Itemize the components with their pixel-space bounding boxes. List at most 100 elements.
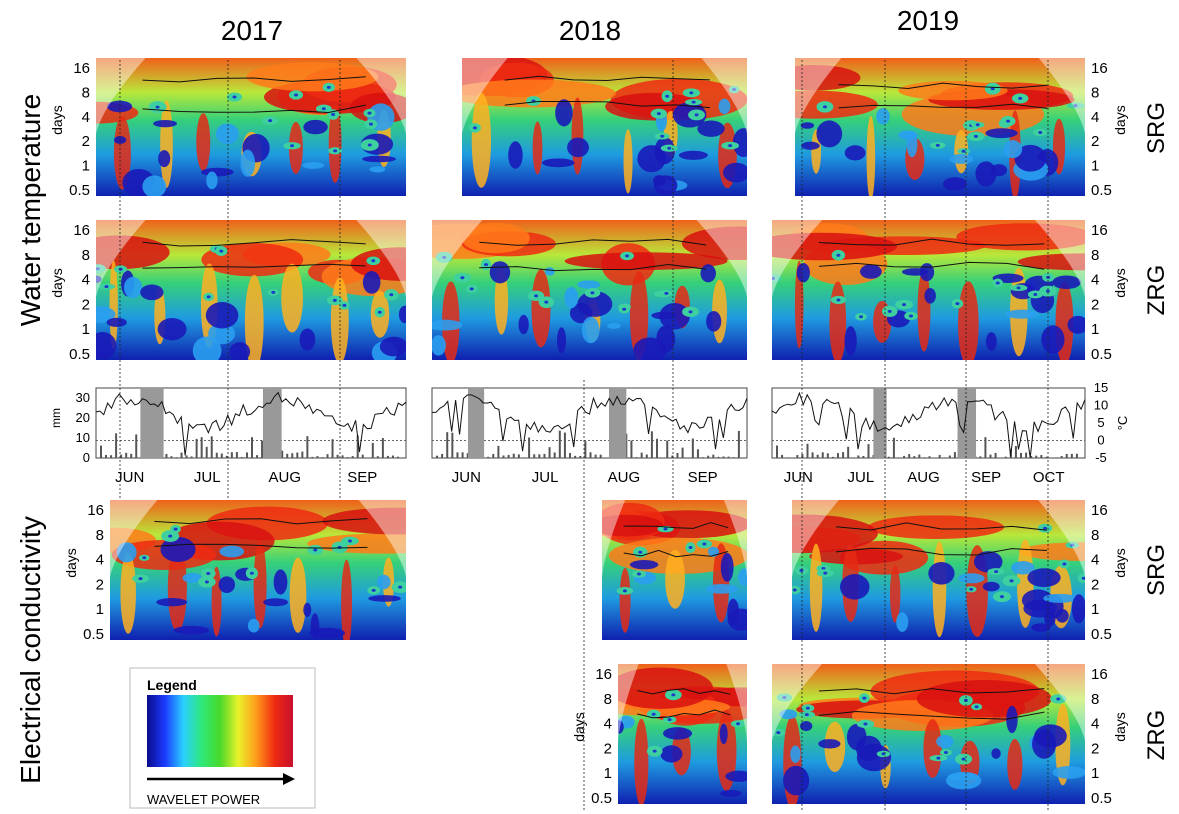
power-region bbox=[943, 750, 948, 754]
climate-panel-2019: JUN JUL AUG SEP OCT 15 10 5 0 -5 °C bbox=[771, 380, 1130, 486]
precip-bar bbox=[842, 452, 845, 458]
wavelet-panel-wt-srg-2017 bbox=[96, 58, 406, 196]
power-region bbox=[688, 546, 693, 550]
precip-bar bbox=[599, 454, 602, 458]
cone-of-influence bbox=[462, 58, 508, 134]
power-region bbox=[796, 262, 810, 283]
power-region bbox=[663, 527, 668, 531]
precip-bar bbox=[979, 456, 982, 458]
power-region bbox=[219, 249, 224, 253]
power-region bbox=[581, 316, 600, 344]
y-tick-label: 16 bbox=[1091, 60, 1108, 77]
precip-bar bbox=[130, 453, 133, 458]
precip-bar bbox=[732, 457, 735, 458]
power-region bbox=[906, 131, 918, 158]
power-region bbox=[96, 235, 170, 270]
precip-bar bbox=[180, 452, 183, 458]
power-ridge bbox=[142, 76, 366, 83]
y-tick-label: 1 bbox=[82, 321, 90, 338]
power-region bbox=[460, 276, 465, 280]
precip-bar bbox=[821, 452, 824, 458]
y-tick-label: 2 bbox=[1091, 133, 1099, 150]
precip-bar bbox=[436, 455, 438, 458]
y-axis-title: days bbox=[49, 268, 65, 298]
power-region bbox=[229, 342, 251, 360]
power-region bbox=[772, 232, 897, 261]
power-region bbox=[665, 549, 685, 609]
precip-bar bbox=[120, 454, 123, 458]
precip-bar bbox=[346, 457, 349, 458]
precip-bar bbox=[311, 456, 314, 458]
y-tick-label: 1 bbox=[1091, 321, 1099, 338]
precip-bar bbox=[569, 453, 572, 458]
legend-arrow-head bbox=[283, 773, 295, 785]
month-label: JUL bbox=[848, 469, 875, 486]
power-region bbox=[990, 87, 995, 91]
wavelet-panel-wt-zrg-2019 bbox=[772, 220, 1085, 360]
power-region bbox=[244, 274, 264, 360]
precip-bar bbox=[727, 456, 730, 458]
power-ridge bbox=[142, 263, 366, 269]
precip-bar bbox=[801, 453, 804, 458]
power-region bbox=[1014, 144, 1047, 172]
power-region bbox=[106, 100, 133, 113]
power-region bbox=[839, 574, 870, 600]
power-region bbox=[881, 752, 886, 756]
power-region bbox=[1052, 275, 1081, 290]
precip-bar bbox=[994, 452, 997, 458]
y-tick-label: 1 bbox=[604, 765, 612, 782]
power-region bbox=[246, 62, 379, 92]
power-region bbox=[1006, 119, 1011, 123]
power-region bbox=[590, 291, 595, 295]
power-region bbox=[973, 134, 978, 138]
power-region bbox=[932, 541, 947, 638]
power-region bbox=[902, 303, 907, 307]
power-region bbox=[377, 574, 391, 590]
precip-bar bbox=[806, 443, 809, 458]
precip-bar bbox=[1040, 455, 1043, 458]
power-region bbox=[389, 293, 394, 297]
power-region bbox=[859, 264, 882, 279]
y-tick-label: 16 bbox=[595, 666, 612, 683]
precip-bar bbox=[220, 453, 223, 458]
month-label: AUG bbox=[268, 469, 301, 486]
power-region bbox=[367, 111, 372, 115]
power-region bbox=[247, 618, 260, 633]
precip-bar bbox=[306, 436, 309, 458]
site-label-water-zrg: ZRG bbox=[1143, 265, 1170, 316]
power-region bbox=[371, 588, 376, 592]
power-region bbox=[1016, 286, 1021, 290]
power-region bbox=[956, 223, 1085, 251]
precip-bar bbox=[1014, 446, 1017, 458]
power-ridge bbox=[142, 239, 366, 247]
power-region bbox=[986, 332, 997, 352]
power-region bbox=[469, 287, 474, 291]
power-region bbox=[1062, 562, 1067, 566]
power-region bbox=[271, 290, 276, 294]
precip-bar bbox=[381, 438, 384, 458]
power-region bbox=[846, 723, 867, 751]
precip-bar bbox=[604, 457, 607, 458]
power-region bbox=[844, 145, 866, 161]
precip-bar bbox=[640, 452, 643, 458]
power-region bbox=[691, 100, 696, 104]
precip-bar bbox=[441, 453, 444, 458]
month-label: SEP bbox=[971, 469, 1001, 486]
power-region bbox=[461, 223, 530, 254]
power-region bbox=[369, 166, 386, 173]
cone-of-influence bbox=[1034, 664, 1085, 741]
power-region bbox=[362, 271, 381, 294]
power-region bbox=[577, 291, 613, 317]
power-region bbox=[660, 134, 665, 138]
precip-bar bbox=[396, 456, 399, 458]
power-region bbox=[782, 696, 787, 700]
precip-bar bbox=[781, 454, 784, 458]
precip-bar bbox=[953, 452, 956, 458]
precip-axis-title: mm bbox=[49, 408, 63, 428]
precip-bar bbox=[351, 456, 354, 458]
power-region bbox=[652, 749, 657, 753]
wavelet-panel-wt-zrg-2017 bbox=[96, 220, 406, 360]
precip-bar bbox=[776, 445, 778, 458]
precip-bar bbox=[165, 453, 168, 458]
precip-tick-label: 10 bbox=[76, 430, 90, 445]
